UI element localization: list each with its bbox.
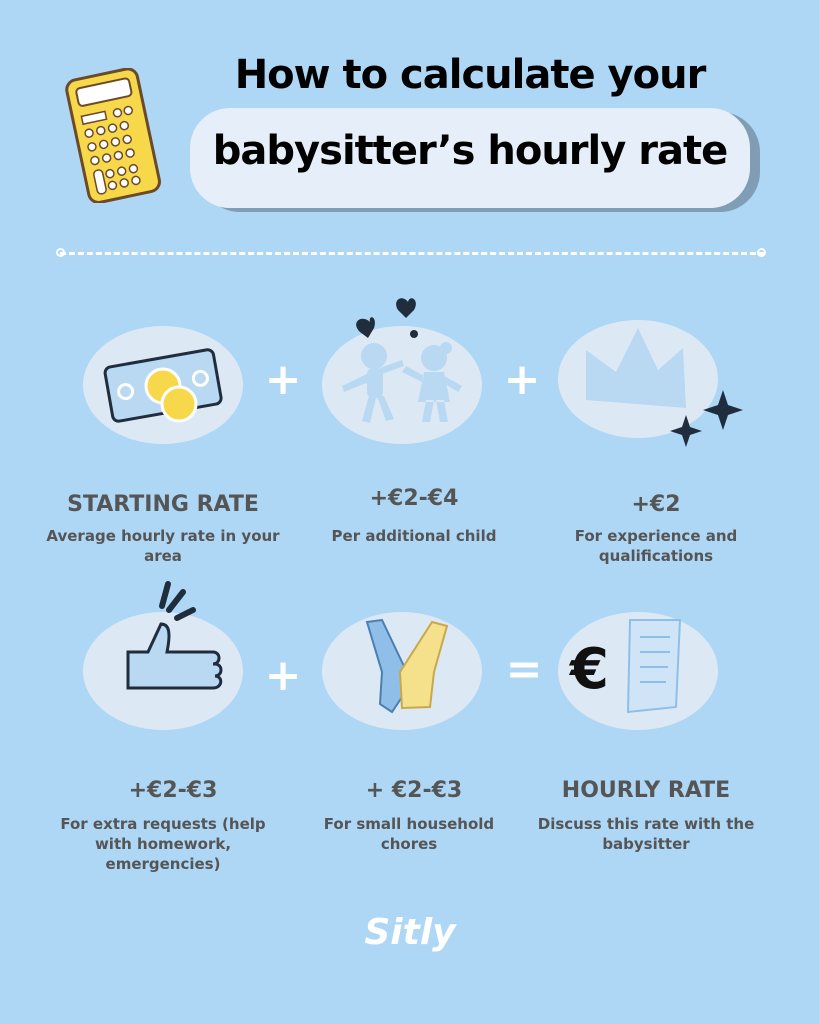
divider-end-dot	[757, 248, 766, 257]
step-description: For extra requests (help with homework, …	[60, 815, 266, 873]
money-icon	[83, 326, 243, 444]
children-icon	[322, 298, 482, 444]
gloves-icon	[322, 612, 482, 730]
thumbs-up-icon	[83, 581, 243, 730]
step-description: Per additional child	[331, 527, 497, 545]
step-description: Average hourly rate in your area	[46, 527, 280, 565]
step-heading: STARTING RATE	[67, 492, 259, 517]
title-line-2: babysitter’s hourly rate	[212, 128, 728, 174]
plus-operator: +	[264, 354, 302, 405]
title-line-1: How to calculate your	[234, 52, 707, 98]
title-highlight	[190, 108, 750, 208]
crown-icon	[558, 320, 743, 447]
equals-operator: =	[505, 644, 543, 695]
step-description: Discuss this rate with the babysitter	[537, 815, 755, 853]
step-heading: +€2	[631, 492, 681, 517]
step-description: For small household chores	[323, 815, 495, 853]
calculator-icon	[65, 68, 161, 203]
plus-operator: +	[264, 650, 302, 701]
step-heading: HOURLY RATE	[561, 778, 731, 803]
step-heading: +€2-€4	[369, 486, 459, 511]
plus-operator: +	[503, 354, 541, 405]
svg-text:€: €	[568, 637, 609, 702]
sitly-logo: Sitly	[364, 912, 456, 953]
divider	[60, 252, 765, 255]
step-description: For experience and qualifications	[574, 527, 738, 565]
step-heading: + €2-€3	[365, 778, 463, 803]
step-heading: +€2-€3	[128, 778, 218, 803]
euro-receipt-icon: €	[558, 612, 718, 730]
